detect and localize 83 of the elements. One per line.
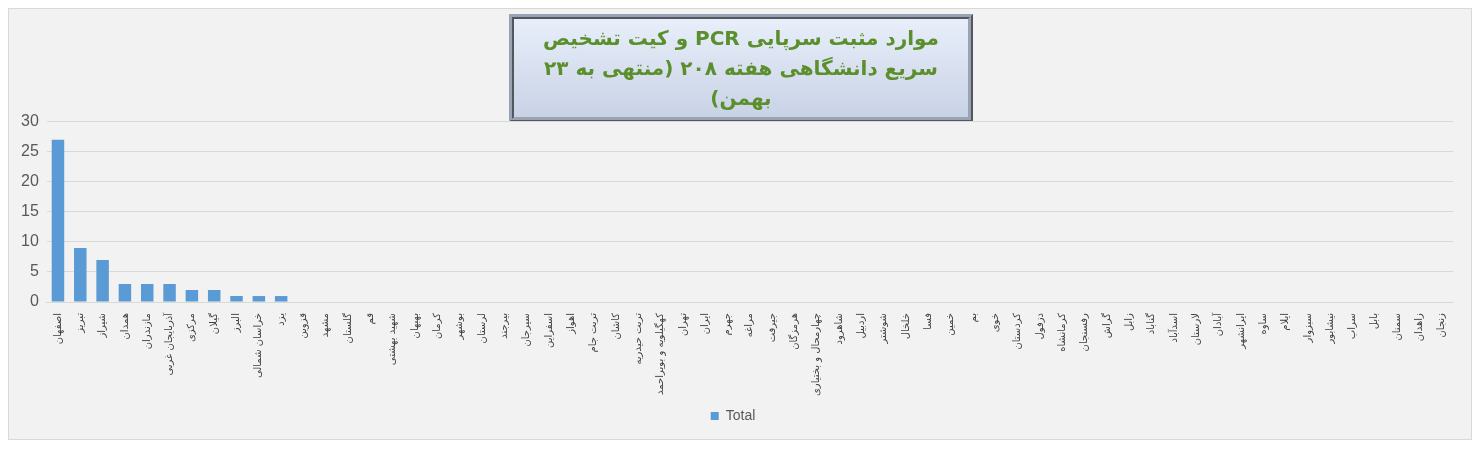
bar — [163, 284, 176, 302]
x-tick-label: زاهدان — [1413, 312, 1425, 342]
x-tick-label: گیلان — [207, 312, 219, 335]
x-tick-label: فسا — [922, 312, 934, 330]
x-tick-label: مراغه — [743, 313, 755, 338]
x-tick-label: زنجان — [1435, 312, 1447, 338]
x-tick-label: ایلام — [1279, 313, 1291, 331]
x-tick-label: آذربایجان غربی — [162, 311, 175, 376]
x-tick-label: ایران — [698, 313, 710, 335]
y-tick-label: 25 — [21, 142, 39, 160]
x-tick-label: خوی — [989, 313, 1001, 333]
bar — [252, 296, 266, 302]
x-tick-label: سمنان — [1390, 313, 1402, 341]
x-tick-label: کرمانشاه — [1055, 312, 1067, 352]
legend-label: Total — [725, 406, 756, 423]
x-tick-label: ایرانشهر — [1234, 313, 1247, 350]
x-tick-label: شوشتر — [877, 313, 889, 345]
x-tick-label: بوشهر — [453, 313, 466, 341]
x-tick-label: آبادان — [1211, 311, 1224, 337]
x-tick-label: اسفراین — [542, 313, 554, 348]
x-tick-label: بابل — [1368, 313, 1380, 330]
x-tick-label: خمین — [944, 313, 956, 336]
x-tick-label: اصفهان — [51, 313, 64, 345]
x-tick-label: یزد — [274, 312, 286, 326]
x-tick-label: کرمان — [431, 312, 442, 340]
x-tick-label: لرستان — [475, 313, 487, 344]
bar — [185, 290, 199, 302]
x-tick-label: سراب — [1346, 313, 1358, 340]
y-tick-label: 0 — [29, 292, 39, 310]
x-tick-label: ساوه — [1256, 313, 1269, 335]
x-tick-label: جهرم — [721, 313, 734, 336]
x-tick-label: تهران — [676, 312, 689, 337]
bar — [274, 296, 288, 302]
y-tick-label: 5 — [29, 262, 39, 280]
x-tick-label: جیرفت — [765, 313, 777, 343]
x-tick-label: بیرجند — [497, 313, 509, 339]
x-tick-label: شیراز — [96, 313, 108, 339]
x-tick-label: زابل — [1122, 312, 1134, 332]
x-tick-label: شاهرود — [832, 313, 845, 345]
y-tick-label: 10 — [21, 232, 39, 250]
x-tick-label: گلستان — [341, 312, 353, 344]
x-tick-label: نیشابور — [1323, 313, 1335, 345]
x-tick-label: رفسنجان — [1078, 312, 1090, 352]
x-tick-label: شهید بهشتی — [386, 313, 399, 366]
x-tick-label: قم — [364, 312, 377, 325]
y-tick-label: 15 — [21, 202, 39, 220]
x-tick-label: گراش — [1100, 312, 1112, 339]
x-tick-label: کاشان — [609, 312, 621, 340]
x-tick-label: تبریز — [73, 312, 85, 334]
bar — [118, 284, 132, 302]
x-tick-label: گناباد — [1145, 312, 1157, 335]
x-tick-label: سیرجان — [520, 313, 532, 347]
x-tick-label: مشهد — [319, 313, 332, 338]
x-tick-label: تربت جام — [587, 312, 599, 353]
x-tick-label: البرز — [230, 313, 242, 334]
x-tick-label: قزوین — [297, 312, 310, 339]
x-tick-label: بم — [966, 313, 979, 323]
x-tick-label: چهارمحال و بختیاری — [810, 313, 823, 397]
bar — [207, 290, 221, 302]
x-tick-label: خراسان شمالی — [252, 313, 264, 379]
x-tick-label: اهواز — [564, 313, 576, 335]
bar — [230, 296, 243, 302]
x-tick-label: کهگیلویه و بویراحمد — [654, 312, 667, 396]
x-tick-label: بهبهان — [408, 313, 421, 339]
bar — [140, 284, 154, 302]
x-tick-label: هرمزگان — [788, 313, 800, 350]
x-tick-label: سبزوار — [1301, 313, 1314, 344]
chart-title: موارد مثبت سرپایی PCR و کیت تشخیص سریع دانشگاهی هفته ۲۰۸ (منتهی به ۲۳ بهمن) — [509, 14, 973, 122]
y-tick-label: 20 — [21, 172, 39, 190]
y-tick-label: 30 — [21, 112, 39, 130]
bar — [51, 139, 65, 302]
x-tick-label: دزفول — [1033, 313, 1045, 340]
x-tick-label: مرکزی — [185, 313, 197, 343]
x-tick-label: کردستان — [1011, 312, 1023, 350]
x-tick-label: اردبیل — [855, 313, 867, 339]
x-tick-label: همدان — [118, 313, 130, 340]
bar — [74, 247, 87, 302]
x-tick-label: لارستان — [1189, 313, 1201, 346]
x-tick-label: خلخال — [899, 313, 911, 340]
x-tick-label: مازندران — [140, 313, 152, 350]
x-tick-label: تربت حیدریه — [631, 312, 643, 365]
bar — [96, 259, 109, 302]
x-tick-label: اسدآباد — [1166, 313, 1179, 343]
